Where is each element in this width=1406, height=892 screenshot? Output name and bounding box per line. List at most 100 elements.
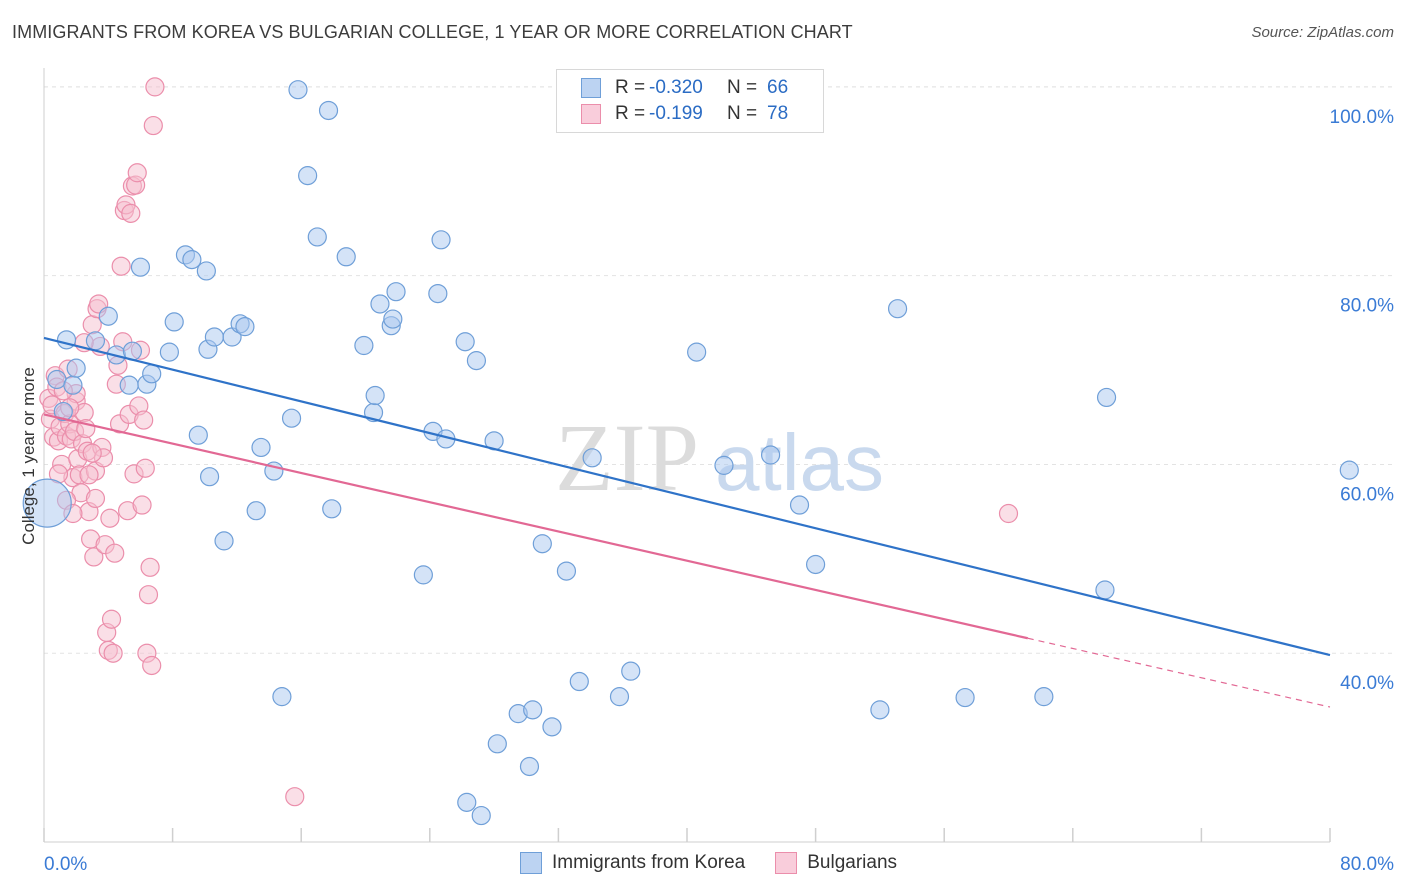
y-tick-label: 40.0% xyxy=(1340,673,1394,694)
korea-point xyxy=(870,700,890,720)
korea-trend-line xyxy=(43,336,1331,657)
y-axis-title: College, 1 year or more xyxy=(19,367,38,545)
korea-point xyxy=(63,375,83,395)
korea-point xyxy=(457,792,477,812)
series-legend-label-bulgarians: Bulgarians xyxy=(807,852,898,873)
korea-point xyxy=(164,312,184,332)
korea-point xyxy=(621,661,641,681)
legend-row-korea: R = -0.320 N = 66 xyxy=(581,75,788,101)
series-legend-item-bulgarians[interactable]: Bulgarians xyxy=(775,852,897,874)
korea-point xyxy=(523,700,543,720)
korea-point xyxy=(307,227,327,247)
bulgarians-point xyxy=(285,787,305,807)
korea-point xyxy=(370,294,390,314)
bulgarians-point xyxy=(121,203,141,223)
bulgarians-point xyxy=(145,77,165,97)
y-tick-label: 100.0% xyxy=(1330,107,1395,128)
korea-point xyxy=(1339,460,1359,480)
watermark-atlas: atlas xyxy=(715,418,884,507)
korea-point xyxy=(98,306,118,326)
korea-point xyxy=(130,257,151,277)
korea-point xyxy=(789,495,810,515)
chart-title: IMMIGRANTS FROM KOREA VS BULGARIAN COLLE… xyxy=(12,22,853,42)
bulgarians-point xyxy=(82,443,102,463)
korea-point xyxy=(1095,580,1115,600)
korea-point xyxy=(251,437,271,458)
korea-point xyxy=(354,335,374,356)
korea-point xyxy=(22,478,72,528)
legend-swatch-korea xyxy=(581,78,601,98)
korea-point xyxy=(431,230,451,250)
legend-r-value-bulgarians: -0.199 xyxy=(649,103,703,124)
korea-point xyxy=(318,100,339,121)
korea-point xyxy=(1034,687,1054,707)
series-legend-item-korea[interactable]: Immigrants from Korea xyxy=(520,852,745,874)
legend-row-bulgarians: R = -0.199 N = 78 xyxy=(581,101,788,127)
correlation-legend: R = -0.320 N = 66 R = -0.199 N = 78 xyxy=(556,69,824,133)
bulgarians-point xyxy=(134,410,154,430)
korea-point xyxy=(386,282,406,302)
legend-n-value-korea: 66 xyxy=(767,77,789,98)
x-tick-label-0: 0.0% xyxy=(44,854,87,875)
legend-n-label: N = xyxy=(727,103,758,124)
bulgarians-point xyxy=(138,585,159,605)
chart-source: Source: ZipAtlas.com xyxy=(1251,24,1394,41)
korea-point xyxy=(66,358,86,378)
bulgarians-point xyxy=(103,643,123,663)
series-legend-swatch-korea xyxy=(520,852,542,874)
bulgarians-trend-extension xyxy=(1027,637,1331,708)
korea-point xyxy=(336,247,356,267)
korea-point xyxy=(805,554,826,575)
korea-point xyxy=(272,687,292,707)
bulgarians-point xyxy=(101,609,122,629)
korea-point xyxy=(1096,387,1117,408)
korea-point xyxy=(714,455,734,475)
bulgarians-point xyxy=(135,458,155,478)
korea-point xyxy=(455,332,475,352)
korea-point xyxy=(322,499,342,519)
korea-point xyxy=(532,534,552,554)
bulgarians-point xyxy=(79,465,99,485)
bulgarians-point xyxy=(100,508,120,528)
y-tick-label: 60.0% xyxy=(1340,484,1394,505)
bulgarians-point xyxy=(105,543,125,563)
korea-point xyxy=(687,342,707,362)
korea-point xyxy=(288,80,308,100)
korea-point xyxy=(556,561,577,581)
watermark: ZIP atlas xyxy=(555,404,884,511)
bulgarians-point xyxy=(111,256,131,276)
bulgarians-point xyxy=(143,115,163,136)
legend-r-label: R = xyxy=(615,103,646,124)
korea-point xyxy=(188,425,208,445)
korea-point xyxy=(487,734,507,754)
korea-point xyxy=(119,375,139,395)
korea-point xyxy=(413,565,433,585)
series-korea-points xyxy=(22,80,1359,826)
korea-point xyxy=(204,327,224,347)
korea-point xyxy=(85,331,106,351)
legend-n-label: N = xyxy=(727,77,758,98)
y-tick-label: 80.0% xyxy=(1340,296,1394,317)
legend-n-value-bulgarians: 78 xyxy=(767,103,789,124)
korea-point xyxy=(466,351,487,371)
bulgarians-point xyxy=(127,163,147,183)
bulgarians-point xyxy=(85,488,106,509)
korea-point xyxy=(471,805,491,826)
korea-point xyxy=(298,166,318,186)
legend-swatch-bulgarians xyxy=(581,104,601,124)
korea-point xyxy=(53,401,73,422)
korea-point xyxy=(542,717,562,737)
series-legend-swatch-bulgarians xyxy=(775,852,798,874)
korea-point xyxy=(428,283,448,304)
legend-r-value-korea: -0.320 xyxy=(649,77,703,98)
korea-point xyxy=(235,317,255,337)
korea-point xyxy=(182,250,202,270)
korea-point xyxy=(582,448,602,468)
bulgarians-point xyxy=(998,503,1019,524)
korea-point xyxy=(519,756,540,777)
korea-point xyxy=(383,309,403,329)
korea-point xyxy=(214,531,234,551)
korea-point xyxy=(365,385,385,406)
bulgarians-point xyxy=(142,655,162,676)
